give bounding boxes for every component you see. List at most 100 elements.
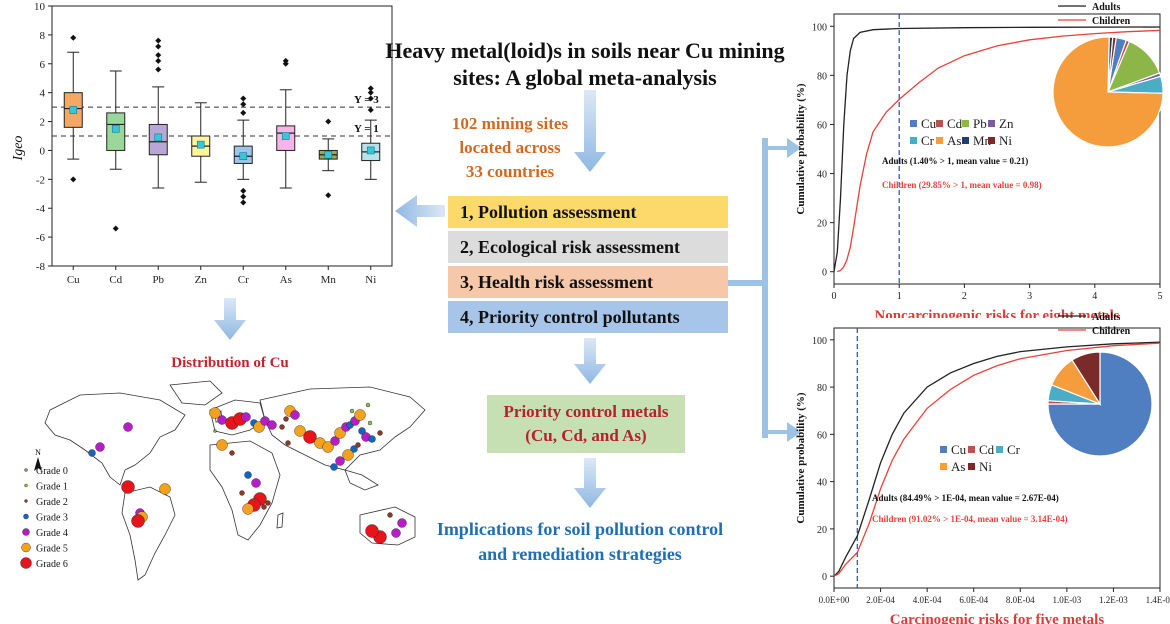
pie-legend-label: As — [947, 133, 961, 148]
y-tick-label: 40 — [817, 170, 827, 181]
legend-label: Grade 5 — [36, 544, 68, 555]
site-dot — [265, 500, 271, 506]
pie-slice-cu — [1047, 351, 1153, 457]
outlier-point — [112, 225, 119, 232]
site-dot — [335, 456, 345, 466]
site-dot — [244, 471, 252, 479]
site-dot — [285, 440, 291, 446]
noncarcinogenic-chart: 0 20 40 60 80 100 0 1 2 3 4 5 Cumulative probability… — [795, 2, 1164, 318]
pie-legend-label: Cr — [1007, 442, 1021, 457]
implications-line-1: Implications for soil pollution control — [436, 519, 724, 539]
madagascar — [276, 512, 284, 529]
outlier-point — [367, 95, 374, 102]
box-mn — [318, 118, 338, 199]
site-dot — [95, 442, 105, 452]
site-dot — [229, 450, 235, 456]
site-dot — [279, 424, 285, 430]
legend-swatch — [24, 499, 28, 503]
x-tick-label: 0 — [832, 291, 837, 302]
x-tick-label: Cr — [238, 274, 249, 286]
site-dot — [209, 407, 221, 419]
site-dot — [251, 478, 261, 488]
x-tick-label: Pb — [152, 274, 164, 286]
series-line-adults — [833, 26, 1161, 272]
annotation-note: Adults (1.40% > 1, mean value = 0.21) — [882, 156, 1028, 166]
outlier-point — [70, 176, 77, 183]
x-tick-label: 4 — [1092, 291, 1097, 302]
outlier-point — [155, 43, 162, 50]
site-dot — [365, 402, 371, 408]
x-tick-label: 1 — [897, 291, 902, 302]
sites-summary: 102 mining sites located across 33 count… — [425, 112, 595, 184]
mean-marker — [69, 106, 78, 114]
southeast-asia — [344, 469, 379, 491]
site-dot — [330, 463, 338, 471]
site-dot — [387, 512, 393, 518]
y-tick-label: 100 — [812, 336, 827, 347]
pie-legend-label: Mn — [973, 133, 992, 148]
step-ecological-risk: 2, Ecological risk assessment — [448, 231, 728, 263]
pie-legend-label: Cr — [921, 133, 935, 148]
site-dot — [267, 420, 277, 430]
legend-label: Grade 1 — [36, 482, 68, 493]
reference-line-label: Y = 3 — [354, 94, 379, 106]
north-label: N — [35, 448, 41, 457]
y-tick-label: 80 — [817, 71, 827, 82]
arrow-down-2 — [574, 338, 606, 384]
chart-title: Noncarcinogenic risks for eight metals — [874, 308, 1119, 318]
pie-legend-label: Cu — [921, 116, 937, 131]
x-tick-label: 3 — [1027, 291, 1032, 302]
plot-frame — [833, 13, 1161, 285]
outlier-point — [282, 60, 289, 67]
legend-swatch — [22, 528, 30, 536]
legend-label: Adults — [1092, 2, 1120, 13]
pie-slice-as — [1052, 36, 1164, 148]
site-dot — [217, 415, 227, 425]
mean-marker — [196, 140, 205, 149]
x-tick-label: 6.0E-04 — [959, 595, 988, 605]
legend-swatch — [21, 542, 31, 553]
outlier-point — [155, 57, 162, 64]
site-dot — [294, 425, 306, 437]
pie-legend-swatch — [996, 446, 1003, 453]
y-tick-label: 2 — [40, 117, 46, 129]
igeo-boxplot: -8 -6 -4 -2 0 2 4 6 8 10 Igeo Y = 3 Y = 1 Cu Cd Pb Zn Cr A… — [11, 1, 393, 286]
site-dot — [216, 439, 228, 451]
x-tick-label: Cd — [109, 274, 122, 286]
pie-legend-swatch — [940, 446, 947, 453]
x-tick-label: 4.0E-04 — [913, 595, 942, 605]
main-title-line-2: sites: A global meta-analysis — [453, 65, 717, 90]
outlier-point — [325, 118, 332, 125]
pie-legend-swatch — [910, 120, 917, 127]
site-dot — [260, 416, 270, 426]
outlier-point — [70, 34, 77, 41]
outlier-point — [155, 66, 162, 73]
outlier-point — [325, 192, 332, 199]
x-tick-label: Ni — [365, 274, 376, 286]
site-dot — [354, 409, 366, 421]
outlier-point — [240, 199, 247, 206]
y-axis-label: Cumulative probability (%) — [795, 392, 807, 524]
site-dot — [241, 412, 251, 422]
carcinogenic-chart: 0 20 40 60 80 100 0.0E+00 2.0E-04 4.0E-04 6.0E-04… — [795, 312, 1170, 624]
outlier-point — [155, 37, 162, 44]
outlier-point — [367, 89, 374, 96]
x-tick-label: 2 — [962, 291, 967, 302]
mean-marker — [366, 146, 375, 155]
series-line-children — [837, 29, 1161, 273]
site-dot — [368, 435, 376, 443]
x-tick-label: Cu — [67, 274, 80, 286]
legend-label: Grade 2 — [36, 497, 68, 508]
site-dot — [350, 445, 358, 453]
site-dot — [159, 483, 171, 495]
y-tick-label: 20 — [817, 525, 827, 536]
x-tick-label: 1.2E-03 — [1099, 595, 1128, 605]
greenland — [169, 380, 223, 406]
annotation-note: Children (29.85% > 1, mean value = 0.98) — [882, 180, 1042, 190]
pie-legend-label: Ni — [979, 459, 992, 474]
site-dot — [391, 528, 401, 538]
pie-legend-swatch — [988, 120, 995, 127]
y-tick-label: 6 — [40, 59, 46, 71]
pie-legend-swatch — [936, 137, 943, 144]
outlier-point — [240, 187, 247, 194]
